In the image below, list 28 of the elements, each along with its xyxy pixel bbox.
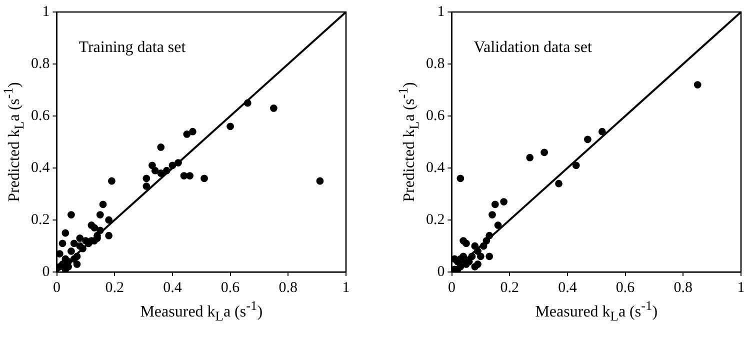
- x-axis-title: Measured k$_{L}$a (s$^{-1}$): [140, 298, 263, 325]
- y-tick-label: 0.2: [31, 212, 50, 228]
- y-tick-label: 0.8: [426, 56, 445, 72]
- x-tick-label: 0.2: [500, 280, 519, 296]
- y-tick-label: 0: [42, 264, 50, 280]
- y-tick-label: 0.4: [426, 160, 446, 176]
- x-tick-label: 0.6: [220, 280, 240, 296]
- x-tick-label: 1: [342, 280, 350, 296]
- x-tick-label: 0: [448, 280, 456, 296]
- x-tick-label: 0: [53, 280, 60, 296]
- x-tick-label: 0.2: [105, 280, 124, 296]
- y-tick-label: 0.2: [426, 212, 445, 228]
- y-tick-label: 0.4: [31, 160, 50, 176]
- x-tick-label: 0.6: [616, 280, 636, 296]
- x-axis-title: Measured k$_{L}$a (s$^{-1}$): [535, 298, 658, 325]
- y-tick-label: 1: [42, 4, 50, 20]
- text: Validation data set: [474, 39, 592, 56]
- x-tick-label: 1: [737, 280, 745, 296]
- x-tick-label: 0.4: [558, 280, 578, 296]
- text: Training data set: [78, 39, 186, 56]
- y-tick-label: 1: [437, 4, 445, 20]
- x-tick-label: 0.8: [674, 280, 693, 296]
- y-tick-label: 0.6: [426, 108, 446, 124]
- y-tick-label: 0.8: [31, 56, 50, 72]
- y-tick-label: 0: [437, 264, 445, 280]
- x-tick-label: 0.8: [278, 280, 298, 296]
- y-tick-label: 0.6: [31, 108, 50, 124]
- x-tick-label: 0.4: [163, 280, 182, 296]
